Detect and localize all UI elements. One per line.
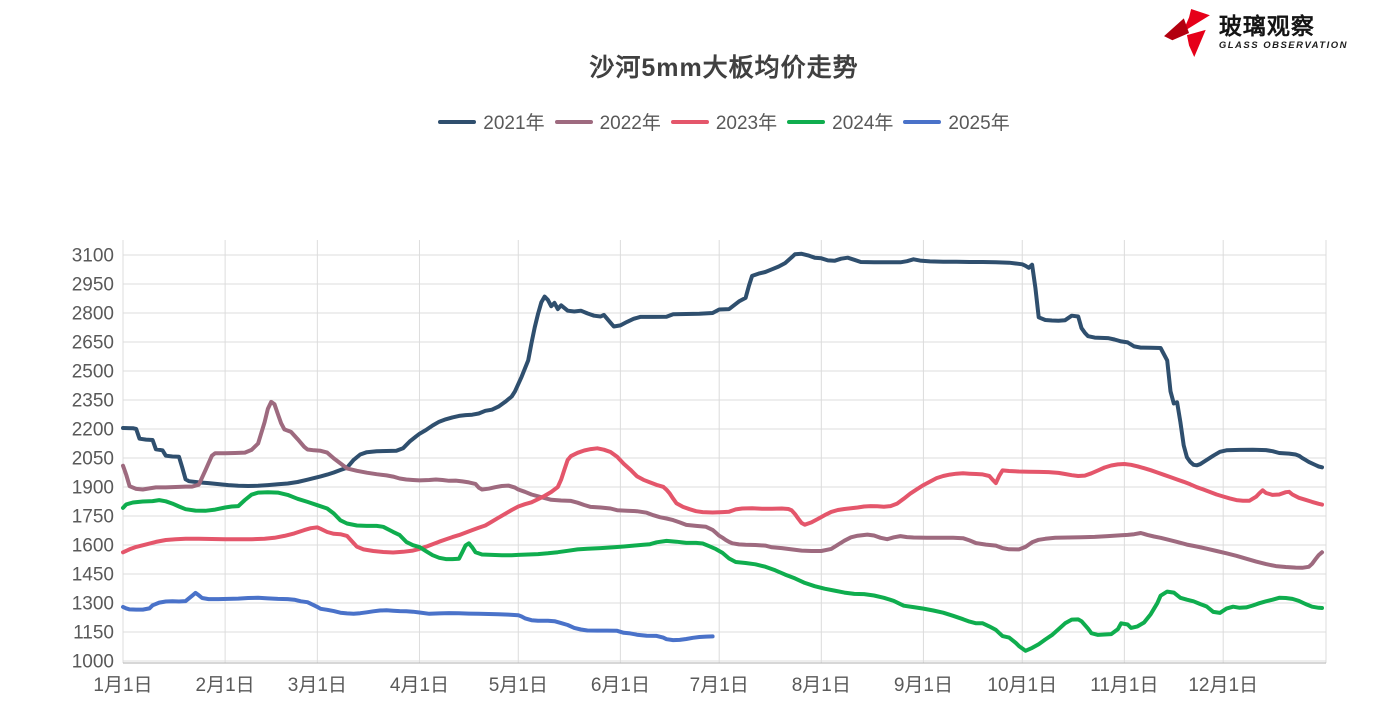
chart-legend: 2021年 2022年 2023年 2024年 2025年 [123, 108, 1325, 135]
y-tick-label: 1450 [72, 565, 114, 586]
series-line-2023年 [121, 446, 1324, 555]
y-tick-label: 1750 [72, 507, 114, 528]
y-tick-label: 3100 [72, 246, 114, 267]
brand-subtitle: GLASS OBSERVATION [1218, 40, 1348, 52]
x-tick-label: 6月1日 [591, 675, 650, 696]
y-tick-label: 2050 [72, 449, 114, 470]
series-line-2021年 [121, 251, 1324, 488]
legend-item-2023年[interactable]: 2023年 [670, 108, 778, 135]
legend-item-2024年[interactable]: 2024年 [787, 108, 893, 135]
x-tick-label: 10月1日 [987, 675, 1057, 696]
x-tick-label: 11月1日 [1090, 675, 1158, 696]
legend-label: 2024年 [832, 113, 894, 134]
x-tick-label: 7月1日 [690, 675, 749, 696]
x-tick-label: 3月1日 [288, 675, 347, 696]
x-tick-label: 12月1日 [1188, 675, 1258, 696]
series-line-2022年 [121, 399, 1324, 570]
y-tick-label: 2200 [72, 420, 114, 441]
x-tick-label: 8月1日 [792, 675, 851, 696]
legend-swatch-2025年 [903, 119, 942, 124]
gridlines [122, 240, 1327, 663]
brand-name: 玻璃观察 [1218, 13, 1315, 40]
y-tick-label: 2500 [72, 362, 114, 383]
y-axis-tick-labels: 1000 1150 1300 1450 1600 1750 1900 2050 2200 2350… [72, 246, 114, 673]
series-line-2025年 [121, 590, 715, 643]
legend-swatch-2022年 [554, 119, 593, 124]
legend-label: 2025年 [948, 113, 1010, 134]
chart-title: 沙河5mm大板均价走势 [589, 54, 859, 82]
x-tick-label: 2月1日 [196, 675, 255, 696]
brand-logo: 玻璃观察 GLASS OBSERVATION [1163, 8, 1348, 58]
legend-item-2025年[interactable]: 2025年 [903, 108, 1010, 135]
y-tick-label: 1600 [72, 536, 114, 557]
y-tick-label: 1150 [73, 623, 114, 644]
y-tick-label: 1900 [72, 478, 114, 499]
legend-label: 2023年 [715, 113, 778, 134]
series-line-2024年 [121, 490, 1324, 653]
y-tick-label: 2800 [72, 304, 114, 325]
y-tick-label: 2350 [72, 391, 114, 412]
x-tick-label: 9月1日 [894, 675, 953, 696]
x-axis-tick-labels: 1月1日 2月1日 3月1日 4月1日 5月1日 6月1日 7月1日 8月1日 9月1日 10月1… [93, 675, 1258, 696]
y-tick-label: 2950 [72, 275, 114, 296]
x-tick-label: 5月1日 [489, 675, 548, 696]
x-tick-label: 4月1日 [390, 675, 449, 696]
legend-swatch-2024年 [787, 119, 826, 124]
legend-swatch-2021年 [438, 119, 477, 124]
legend-swatch-2023年 [670, 119, 709, 124]
legend-label: 2022年 [599, 113, 661, 134]
y-tick-label: 1000 [72, 652, 114, 673]
legend-item-2022年[interactable]: 2022年 [554, 108, 661, 135]
legend-item-2021年[interactable]: 2021年 [438, 108, 545, 135]
brand-logo-icon [1163, 9, 1210, 57]
legend-label: 2021年 [483, 113, 545, 134]
y-tick-label: 2650 [72, 333, 114, 354]
x-tick-label: 1月1日 [93, 675, 152, 696]
y-tick-label: 1300 [72, 594, 114, 615]
